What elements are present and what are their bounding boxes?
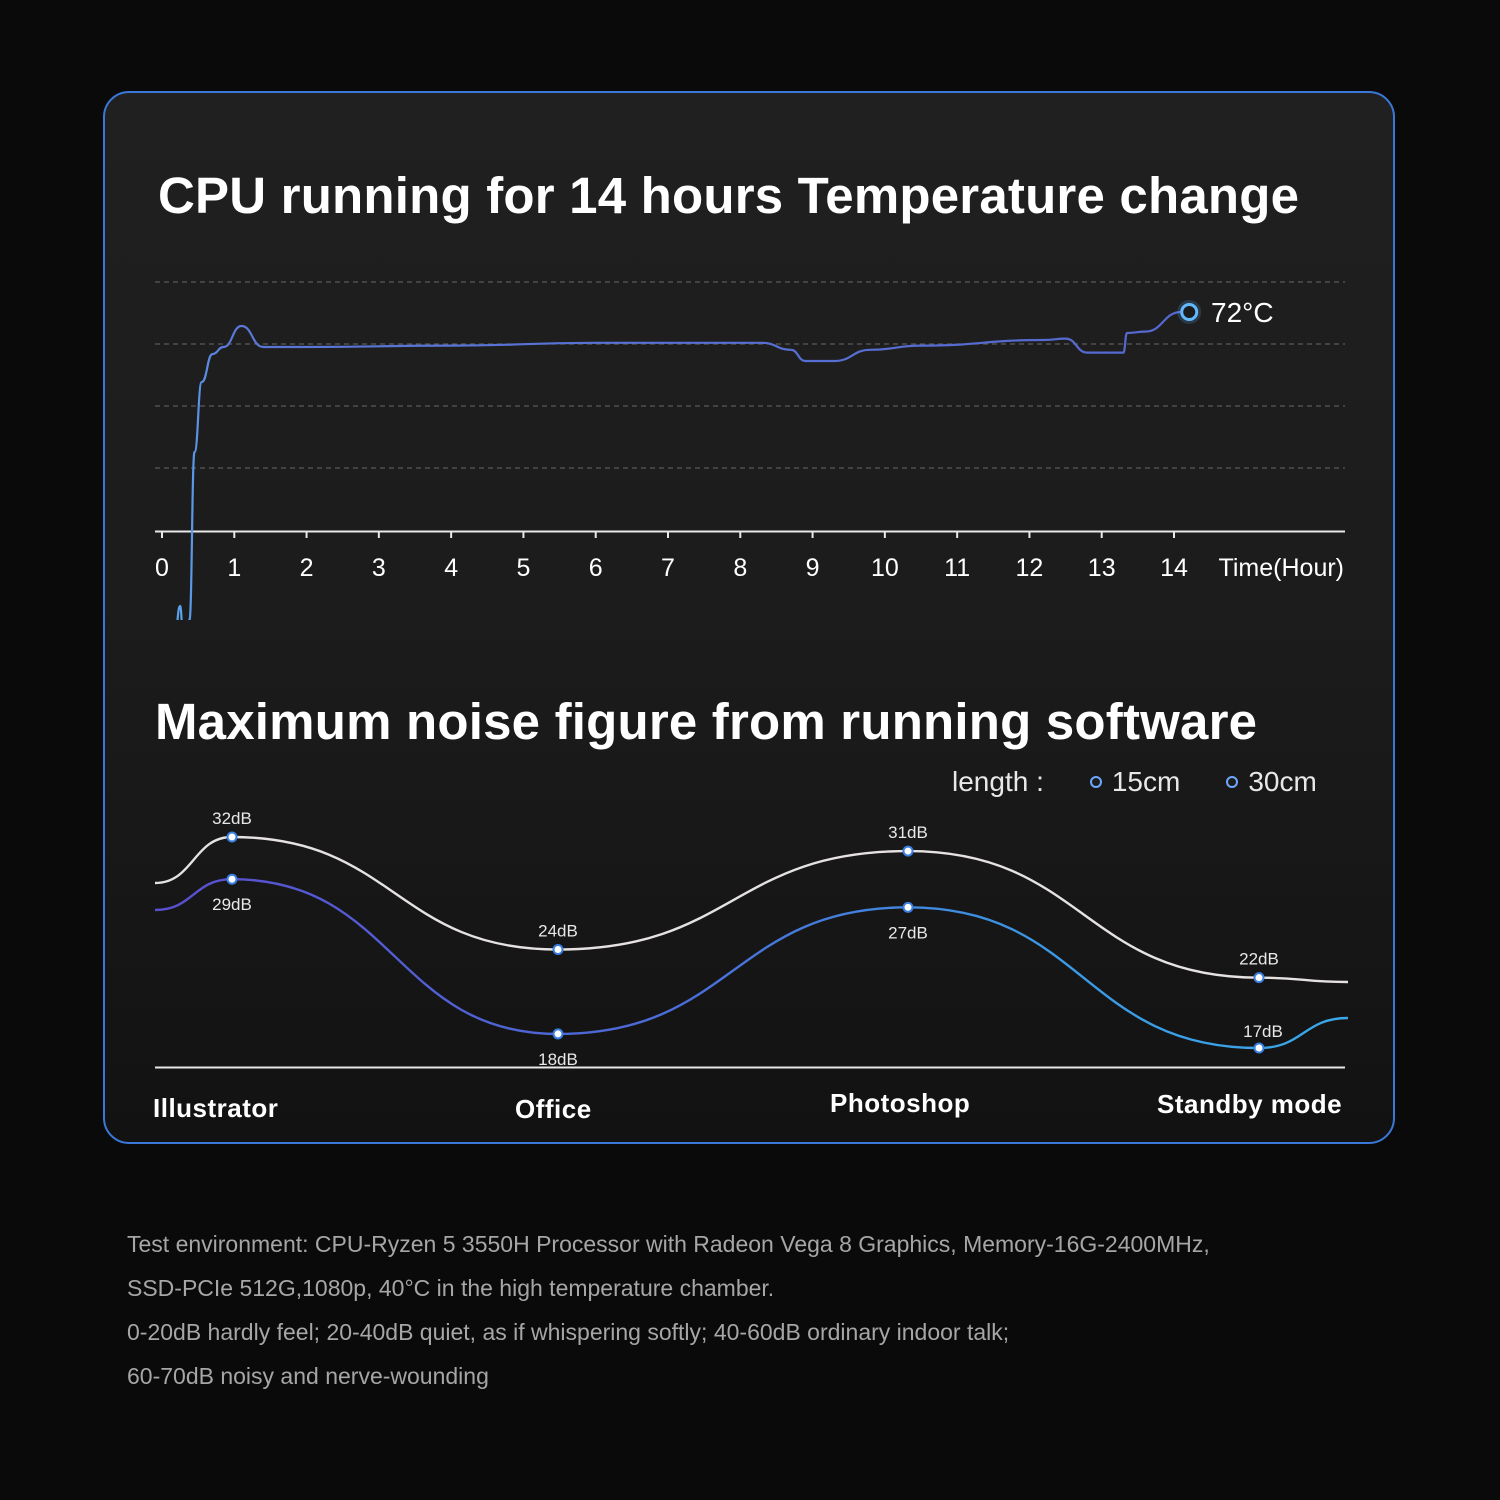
x-tick-label: 14 <box>1160 554 1188 582</box>
x-tick-label: 9 <box>806 554 820 582</box>
noise-point <box>902 901 914 913</box>
noise-series-line-30cm <box>154 877 1349 1050</box>
noise-point <box>1253 1042 1265 1054</box>
legend-dot-icon <box>1226 776 1239 788</box>
legend-item-30cm: 30cm <box>1226 766 1317 798</box>
noise-legend: length : 15cm 30cm <box>952 766 1317 798</box>
temperature-series-line <box>176 310 1182 620</box>
noise-point <box>552 1028 564 1040</box>
category-label-standby: Standby mode <box>1157 1089 1343 1119</box>
data-label: 17dB <box>1243 1022 1283 1041</box>
category-label-illustrator: Illustrator <box>153 1093 279 1123</box>
x-tick-label: 5 <box>516 554 530 582</box>
note-line: Test environment: CPU-Ryzen 5 3550H Proc… <box>127 1231 1210 1257</box>
temperature-end-label: 72°C <box>1211 297 1274 328</box>
noise-point <box>1253 972 1265 984</box>
x-tick-label: 12 <box>1016 554 1044 582</box>
x-tick-label: 4 <box>444 554 458 582</box>
data-label: 32dB <box>212 809 252 828</box>
legend-label-15cm: 15cm <box>1111 766 1181 797</box>
legend-item-15cm: 15cm <box>1089 766 1181 798</box>
noise-point <box>902 845 914 857</box>
noise-series-line-15cm <box>154 835 1349 984</box>
noise-point <box>226 873 238 885</box>
x-axis-title: Time(Hour) <box>1219 554 1344 582</box>
temperature-chart-title: CPU running for 14 hours Temperature cha… <box>158 167 1300 224</box>
data-label: 24dB <box>538 922 578 941</box>
x-tick-label: 6 <box>589 554 603 582</box>
x-tick-label: 11 <box>944 554 970 582</box>
note-line: 0-20dB hardly feel; 20-40dB quiet, as if… <box>127 1319 1010 1345</box>
x-tick-label: 10 <box>871 554 899 582</box>
data-label: 22dB <box>1239 950 1279 969</box>
x-tick-label: 3 <box>372 554 386 582</box>
noise-point <box>226 831 238 843</box>
category-label-office: Office <box>515 1094 592 1124</box>
x-tick-label: 7 <box>661 554 675 582</box>
x-tick-label: 1 <box>227 554 241 582</box>
chart-panel <box>103 91 1395 1144</box>
note-line: SSD-PCIe 512G,1080p, 40°C in the high te… <box>127 1275 775 1301</box>
x-tick-label: 8 <box>733 554 747 582</box>
x-tick-label: 13 <box>1088 554 1116 582</box>
end-marker <box>1180 303 1199 321</box>
data-label: 27dB <box>888 923 928 942</box>
category-label-photoshop: Photoshop <box>830 1088 971 1118</box>
legend-dot-icon <box>1089 776 1102 788</box>
legend-title: length : <box>952 766 1044 797</box>
data-label: 18dB <box>538 1050 578 1069</box>
data-label: 31dB <box>888 823 928 842</box>
noise-chart-title: Maximum noise figure from running softwa… <box>155 693 1258 750</box>
x-tick-label: 0 <box>155 554 169 582</box>
note-line: 60-70dB noisy and nerve-wounding <box>127 1363 489 1389</box>
noise-point <box>552 944 564 956</box>
legend-label-30cm: 30cm <box>1248 766 1317 797</box>
x-tick-label: 2 <box>300 554 314 582</box>
temperature-chart: 0 1 2 3 4 5 6 7 8 9 10 11 12 13 14 72°C Time(Hour) <box>155 281 1345 620</box>
noise-chart: 32dB 24dB 31dB 22dB 29dB 18dB 27dB 17dB <box>154 809 1349 1069</box>
data-label: 29dB <box>212 895 252 914</box>
test-notes: Test environment: CPU-Ryzen 5 3550H Proc… <box>127 1222 1387 1398</box>
